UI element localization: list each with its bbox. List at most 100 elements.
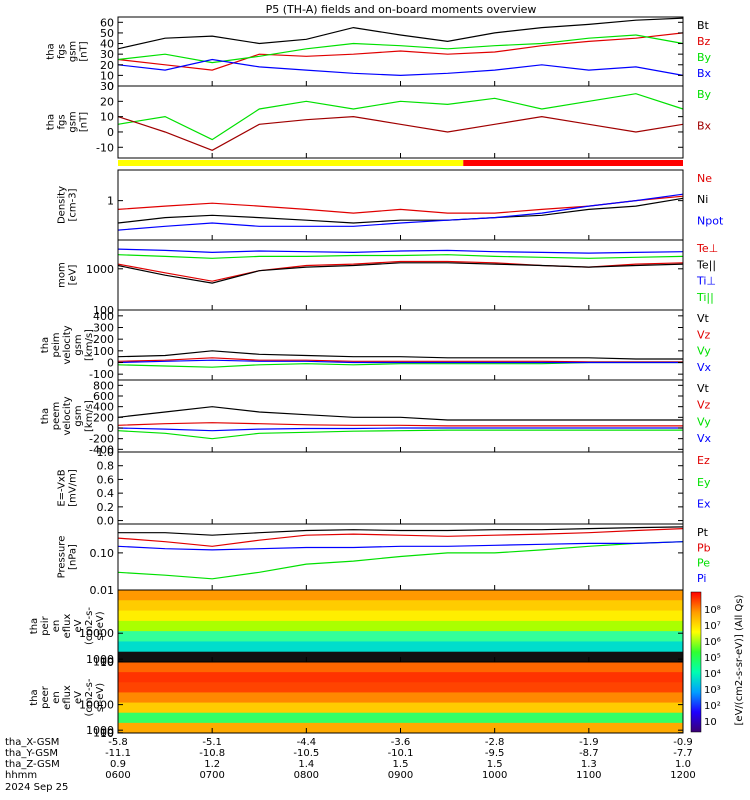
series-Vt-line bbox=[117, 406, 683, 421]
legend-Vz: Vz bbox=[697, 328, 711, 341]
y-axis-label: [cm-3] bbox=[68, 188, 79, 221]
y-tick-label: 0 bbox=[107, 126, 114, 139]
legend-Vx: Vx bbox=[697, 432, 712, 445]
x-axis-value: -10.5 bbox=[293, 748, 319, 759]
series-Ni-line bbox=[117, 197, 684, 224]
legend-Ex: Ex bbox=[697, 498, 711, 511]
y-tick-label: 100 bbox=[93, 304, 114, 317]
spectrogram-band bbox=[118, 600, 683, 612]
x-axis-value: 0700 bbox=[199, 770, 224, 781]
legend-Ey: Ey bbox=[697, 476, 711, 489]
spectrogram-band bbox=[118, 672, 683, 683]
series-Npot-line bbox=[117, 193, 684, 231]
y-tick-label: 30 bbox=[100, 48, 114, 61]
y-axis-label: peer bbox=[40, 685, 51, 709]
x-axis-row-label: tha_X-GSM bbox=[5, 737, 59, 748]
series-Vz-line bbox=[117, 422, 683, 427]
panel-density: 1 Density [cm-3] Ne Ni Npot bbox=[57, 169, 724, 241]
x-axis-value: -0.9 bbox=[673, 737, 693, 748]
legend-Ez: Ez bbox=[697, 454, 710, 467]
y-axis-label: peir bbox=[40, 615, 51, 635]
y-tick-label: 1.0 bbox=[97, 446, 115, 459]
spectrogram-band bbox=[118, 712, 683, 724]
y-tick-label: 400 bbox=[93, 310, 114, 323]
y-axis-label: sr-eV) bbox=[95, 683, 106, 712]
y-axis-label: (cm2-s- bbox=[84, 607, 95, 645]
y-axis-label: tha bbox=[40, 337, 51, 353]
y-tick-label: 40 bbox=[100, 38, 114, 51]
legend-Vt: Vt bbox=[697, 382, 710, 395]
mode-bar bbox=[118, 160, 683, 166]
mode-bar-slow bbox=[118, 160, 464, 166]
y-axis-label: E=-VxB bbox=[57, 469, 68, 506]
legend-Pb: Pb bbox=[697, 541, 711, 554]
y-tick-label: 0 bbox=[107, 422, 114, 435]
y-axis-label: en bbox=[51, 691, 62, 704]
spectrogram-band bbox=[118, 682, 683, 693]
y-tick-label: 10 bbox=[100, 69, 114, 82]
x-axis-value: 0600 bbox=[105, 770, 130, 781]
y-axis-label: [nPa] bbox=[68, 544, 79, 570]
legend-Ne: Ne bbox=[697, 172, 712, 185]
legend-Ti||: Ti|| bbox=[696, 291, 714, 304]
y-axis-label: peim bbox=[51, 332, 62, 357]
y-axis-label: fgs bbox=[57, 114, 68, 129]
y-axis-label: [km/s] bbox=[84, 400, 95, 432]
x-axis-value: 1.5 bbox=[393, 759, 409, 770]
series-Pt-line bbox=[118, 526, 684, 536]
spectrogram-band bbox=[118, 620, 683, 632]
y-axis-label: velocity bbox=[62, 396, 73, 435]
x-axis-row-label: hhmm bbox=[5, 770, 37, 781]
panel-pressure: 0.01 0.10 Pressure [nPa] Pt Pb Pe Pi bbox=[57, 523, 711, 597]
x-axis-row-label: 2024 Sep 25 bbox=[5, 782, 68, 793]
y-axis-label: [eV] bbox=[68, 265, 79, 286]
x-axis-row-label: tha_Z-GSM bbox=[5, 759, 60, 770]
spectrogram-band bbox=[118, 662, 683, 673]
series-Ti⊥-line bbox=[117, 248, 684, 254]
series-Bx-line bbox=[117, 115, 684, 151]
colorbar-tick-label: 10⁸ bbox=[704, 605, 721, 616]
series-Vx-line bbox=[117, 359, 683, 364]
chart-title: P5 (TH-A) fields and on-board moments ov… bbox=[266, 3, 537, 16]
series-Bz-line bbox=[117, 32, 684, 71]
series-By-line bbox=[117, 34, 684, 64]
legend-Te||: Te|| bbox=[696, 258, 716, 271]
y-axis-label: peem bbox=[51, 402, 62, 430]
y-tick-label: 0.4 bbox=[97, 487, 115, 500]
y-tick-label: 0 bbox=[107, 357, 114, 370]
colorbar-tick-label: 10 bbox=[704, 717, 717, 728]
y-tick-label: 0 bbox=[107, 80, 114, 93]
y-axis-label: [mV/m] bbox=[68, 469, 79, 507]
series-By-line bbox=[117, 93, 684, 141]
series-Bt-line bbox=[117, 17, 684, 50]
y-tick-label: 0.01 bbox=[90, 584, 115, 597]
series-Vx-line bbox=[117, 427, 683, 432]
x-axis-value: -10.8 bbox=[199, 748, 225, 759]
legend-Bz: Bz bbox=[697, 35, 711, 48]
x-axis-value: 1000 bbox=[482, 770, 507, 781]
x-axis-value: -5.8 bbox=[108, 737, 128, 748]
y-axis-label: (cm2-s- bbox=[84, 678, 95, 716]
y-tick-label: 60 bbox=[100, 16, 114, 29]
legend-Bx: Bx bbox=[697, 119, 712, 132]
y-axis-label: eV bbox=[73, 619, 84, 632]
panel-temperature: 100 1000 mom [eV] Te⊥ Te|| Ti⊥ Ti|| bbox=[57, 239, 718, 317]
legend-Vx: Vx bbox=[697, 361, 712, 374]
y-tick-label: 20 bbox=[100, 59, 114, 72]
y-axis-label: tha bbox=[29, 689, 40, 705]
x-axis-value: -2.8 bbox=[485, 737, 505, 748]
colorbar-tick-label: 10⁶ bbox=[704, 637, 721, 648]
x-axis-value: -8.7 bbox=[579, 748, 599, 759]
y-axis-label: eV bbox=[73, 691, 84, 704]
legend-Bx: Bx bbox=[697, 67, 712, 80]
x-axis-value: -3.6 bbox=[391, 737, 411, 748]
x-axis-value: -10.1 bbox=[388, 748, 414, 759]
legend-Ni: Ni bbox=[697, 193, 708, 206]
x-axis-value: 1.2 bbox=[204, 759, 220, 770]
y-tick-label: -200 bbox=[89, 433, 114, 446]
y-tick-label: 1000 bbox=[86, 263, 114, 276]
